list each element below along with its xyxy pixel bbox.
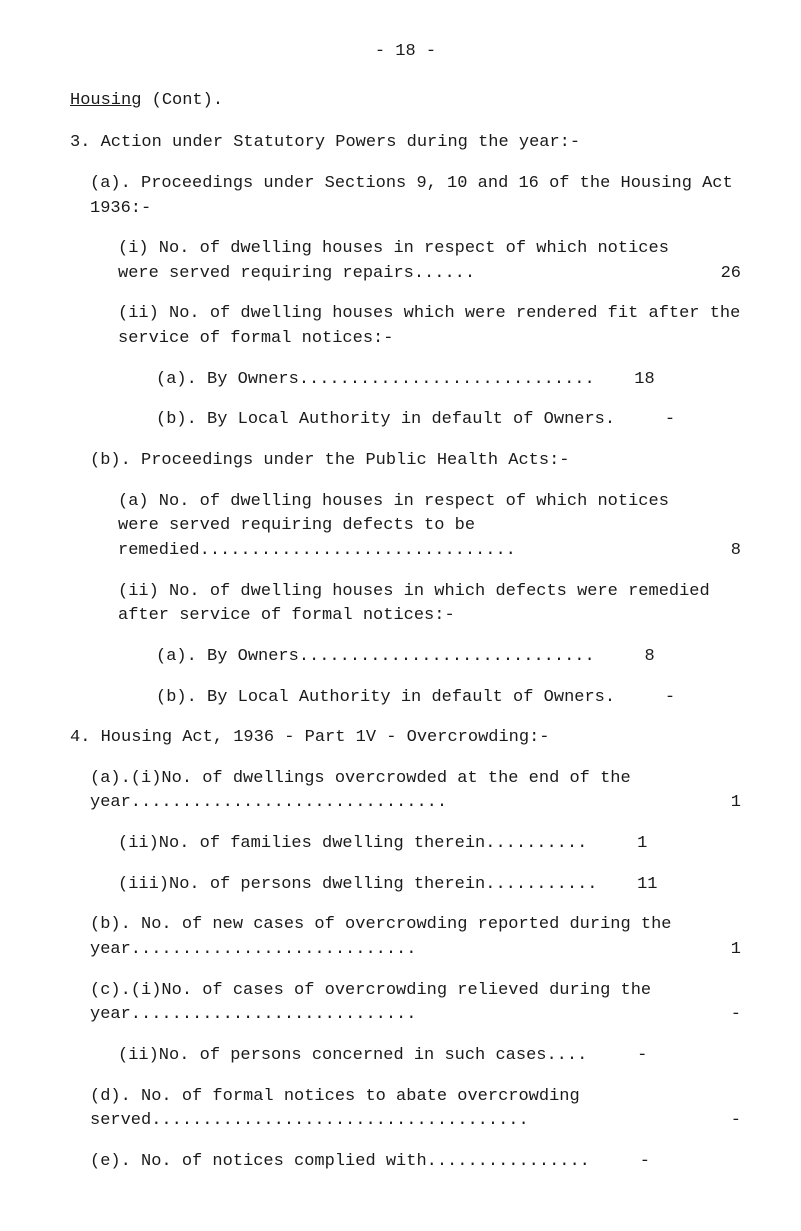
label: (d). No. of formal notices to abate over… xyxy=(90,1085,681,1134)
row-4a-i: (a).(i)No. of dwellings overcrowded at t… xyxy=(70,767,741,816)
row-4d: (d). No. of formal notices to abate over… xyxy=(70,1085,741,1134)
value: 1 xyxy=(587,832,647,857)
value: - xyxy=(590,1150,650,1175)
row-3b-ii-b: (b). By Local Authority in default of Ow… xyxy=(70,686,741,711)
value: - xyxy=(681,1003,741,1028)
label: (b). By Local Authority in default of Ow… xyxy=(156,686,615,711)
label: (ii)No. of persons concerned in such cas… xyxy=(118,1044,587,1069)
value: - xyxy=(615,686,675,711)
section-heading: Housing (Cont). xyxy=(70,89,741,114)
heading-underline: Housing xyxy=(70,91,141,110)
value: 26 xyxy=(681,262,741,287)
page-number: - 18 - xyxy=(70,40,741,65)
row-3b-a: (a) No. of dwelling houses in respect of… xyxy=(70,490,741,564)
row-4c-i: (c).(i)No. of cases of overcrowding reli… xyxy=(70,979,741,1028)
label: (i) No. of dwelling houses in respect of… xyxy=(118,237,681,286)
value: 8 xyxy=(595,645,655,670)
row-3a-ii-b: (b). By Local Authority in default of Ow… xyxy=(70,408,741,433)
row-4a-iii: (iii)No. of persons dwelling therein....… xyxy=(70,873,741,898)
row-4e: (e). No. of notices complied with.......… xyxy=(70,1150,741,1175)
value: - xyxy=(681,1109,741,1134)
label: (e). No. of notices complied with.......… xyxy=(90,1150,590,1175)
value: 8 xyxy=(681,539,741,564)
label: (a). By Owners..........................… xyxy=(156,368,595,393)
label: (c).(i)No. of cases of overcrowding reli… xyxy=(90,979,681,1028)
value: 11 xyxy=(597,873,657,898)
row-4c-ii: (ii)No. of persons concerned in such cas… xyxy=(70,1044,741,1069)
page: - 18 - Housing (Cont). 3. Action under S… xyxy=(0,0,801,1231)
row-4a-ii: (ii)No. of families dwelling therein....… xyxy=(70,832,741,857)
row-3a-i: (i) No. of dwelling houses in respect of… xyxy=(70,237,741,286)
label: (b). No. of new cases of overcrowding re… xyxy=(90,913,681,962)
value: - xyxy=(615,408,675,433)
item-3b-ii-head: (ii) No. of dwelling houses in which def… xyxy=(70,580,741,629)
item-3a-ii-head: (ii) No. of dwelling houses which were r… xyxy=(70,302,741,351)
value: - xyxy=(587,1044,647,1069)
row-4b: (b). No. of new cases of overcrowding re… xyxy=(70,913,741,962)
label: (b). By Local Authority in default of Ow… xyxy=(156,408,615,433)
label: (a) No. of dwelling houses in respect of… xyxy=(118,490,681,564)
heading-suffix: (Cont). xyxy=(141,91,223,110)
value: 1 xyxy=(681,938,741,963)
value: 1 xyxy=(681,791,741,816)
label: (a). By Owners..........................… xyxy=(156,645,595,670)
label: (ii)No. of families dwelling therein....… xyxy=(118,832,587,857)
value: 18 xyxy=(595,368,655,393)
label: (iii)No. of persons dwelling therein....… xyxy=(118,873,597,898)
row-3b-ii-a: (a). By Owners..........................… xyxy=(70,645,741,670)
row-3a-ii-a: (a). By Owners..........................… xyxy=(70,368,741,393)
item-3b: (b). Proceedings under the Public Health… xyxy=(70,449,741,474)
item-3: 3. Action under Statutory Powers during … xyxy=(70,131,741,156)
item-3a: (a). Proceedings under Sections 9, 10 an… xyxy=(70,172,741,221)
label: (a).(i)No. of dwellings overcrowded at t… xyxy=(90,767,681,816)
item-4: 4. Housing Act, 1936 - Part 1V - Overcro… xyxy=(70,726,741,751)
